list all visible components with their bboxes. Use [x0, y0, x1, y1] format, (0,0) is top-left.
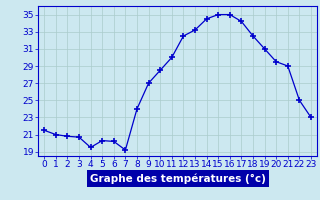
X-axis label: Graphe des températures (°c): Graphe des températures (°c) — [90, 173, 266, 184]
